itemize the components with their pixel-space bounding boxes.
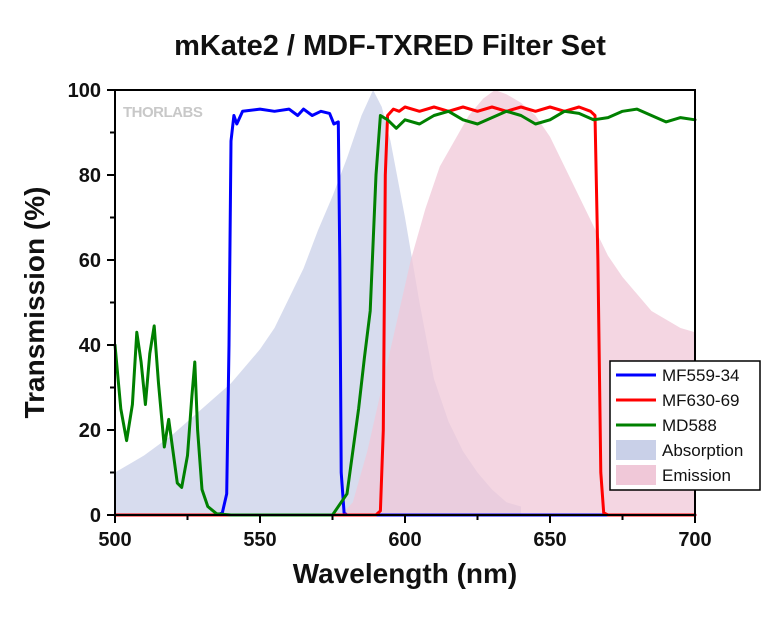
line-series-group: [113, 105, 697, 517]
y-axis-ticks: 0 20 40 60 80 100: [68, 80, 115, 527]
x-tick-label: 700: [678, 529, 711, 551]
x-tick-label: 600: [388, 529, 421, 551]
mf559-34-legend-label: MF559-34: [662, 366, 739, 385]
y-tick-label: 20: [79, 420, 101, 442]
y-tick-label: 0: [90, 505, 101, 527]
y-tick-label: 40: [79, 335, 101, 357]
legend: MF559-34 MF630-69 MD588 Absorption Emission: [609, 360, 761, 491]
y-axis-label: Transmission (%): [19, 187, 50, 419]
mf559-34-line: [113, 107, 697, 517]
x-tick-label: 650: [533, 529, 566, 551]
y-tick-label: 100: [68, 80, 101, 102]
chart-title: mKate2 / MDF-TXRED Filter Set: [174, 30, 606, 62]
mf630-69-line: [113, 105, 697, 517]
md588-legend-label: MD588: [662, 416, 717, 435]
md588-line: [113, 107, 697, 517]
emission-area: [341, 90, 695, 515]
x-tick-label: 550: [243, 529, 276, 551]
y-tick-label: 60: [79, 250, 101, 272]
emission-legend-swatch: [616, 465, 656, 485]
x-axis-ticks: 500 550 600 650 700: [98, 515, 712, 551]
x-axis-label: Wavelength (nm): [293, 558, 518, 589]
emission-legend-label: Emission: [662, 466, 731, 485]
absorption-legend-swatch: [616, 440, 656, 460]
absorption-legend-label: Absorption: [662, 441, 743, 460]
thorlabs-watermark: THORLABS: [123, 104, 203, 121]
y-tick-label: 80: [79, 165, 101, 187]
area-series-group: [115, 90, 695, 515]
x-tick-label: 500: [98, 529, 131, 551]
mf630-69-legend-label: MF630-69: [662, 391, 739, 410]
